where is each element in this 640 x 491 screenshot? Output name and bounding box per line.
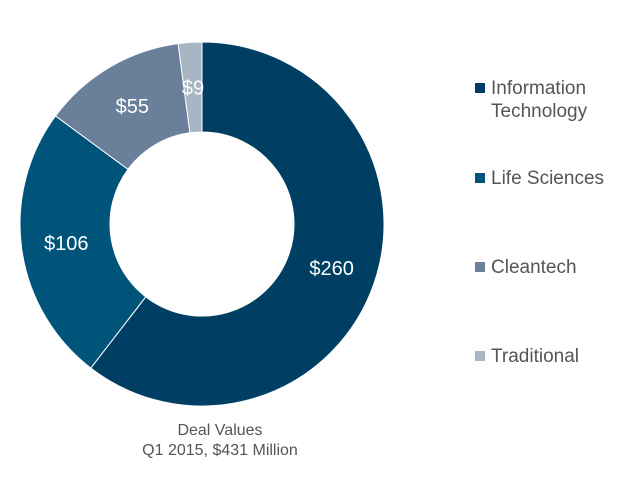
donut-chart: $260 $106 $55 $9 <box>19 41 385 407</box>
caption-line-2: Q1 2015, $431 Million <box>142 442 298 459</box>
donut-slice-traditional <box>177 41 203 134</box>
data-label: $260 <box>309 258 354 280</box>
legend-label: Information Technology <box>491 78 588 122</box>
legend-label: Cleantech <box>491 257 577 278</box>
legend-label: Traditional <box>491 346 580 367</box>
chart-caption: Deal Values Q1 2015, $431 Million <box>100 421 340 461</box>
legend-swatch <box>475 351 485 361</box>
legend-label: Life Sciences <box>491 168 605 189</box>
data-label: $106 <box>44 233 89 255</box>
caption-line-1: Deal Values <box>177 422 263 439</box>
data-label: $9 <box>182 77 204 99</box>
donut-slice-life-sciences <box>19 115 147 369</box>
legend-swatch <box>475 83 485 93</box>
legend-swatch <box>475 262 485 272</box>
donut-slice-information-technology <box>90 41 385 407</box>
data-label: $55 <box>116 96 149 118</box>
legend-swatch <box>475 173 485 183</box>
